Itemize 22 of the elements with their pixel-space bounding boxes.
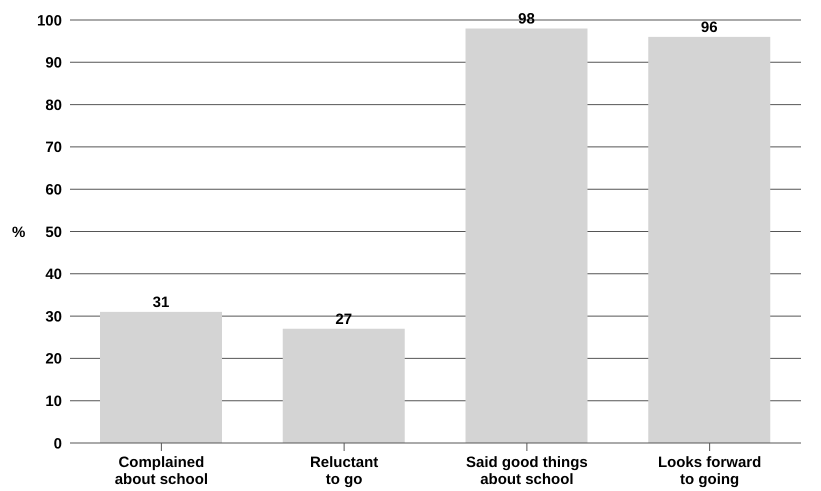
data-label: 96 (700, 18, 718, 36)
y-tick-label: 10 (45, 393, 62, 410)
y-tick-label: 70 (45, 139, 62, 156)
y-tick-label: 30 (45, 308, 62, 326)
x-tick-label: Looks forward to going (658, 454, 762, 488)
bar (100, 312, 222, 443)
x-tick-label: Said good things about school (466, 454, 588, 488)
y-tick-label: 20 (45, 350, 62, 368)
bar (282, 328, 405, 443)
y-tick-label: 50 (45, 224, 62, 241)
bar (466, 28, 588, 443)
y-tick-label: 0 (54, 435, 62, 452)
x-tick-label: Reluctant to go (310, 454, 378, 488)
x-tick-label: Complained about school (114, 454, 208, 488)
y-tick-label: 90 (45, 54, 62, 72)
y-axis-title: % (12, 224, 26, 241)
y-tick-label: 100 (36, 12, 62, 30)
y-tick-label: 80 (45, 96, 62, 114)
y-tick-label: 60 (45, 182, 62, 199)
bar (648, 36, 770, 443)
data-label: 31 (152, 294, 170, 311)
y-tick-label: 40 (45, 266, 62, 284)
